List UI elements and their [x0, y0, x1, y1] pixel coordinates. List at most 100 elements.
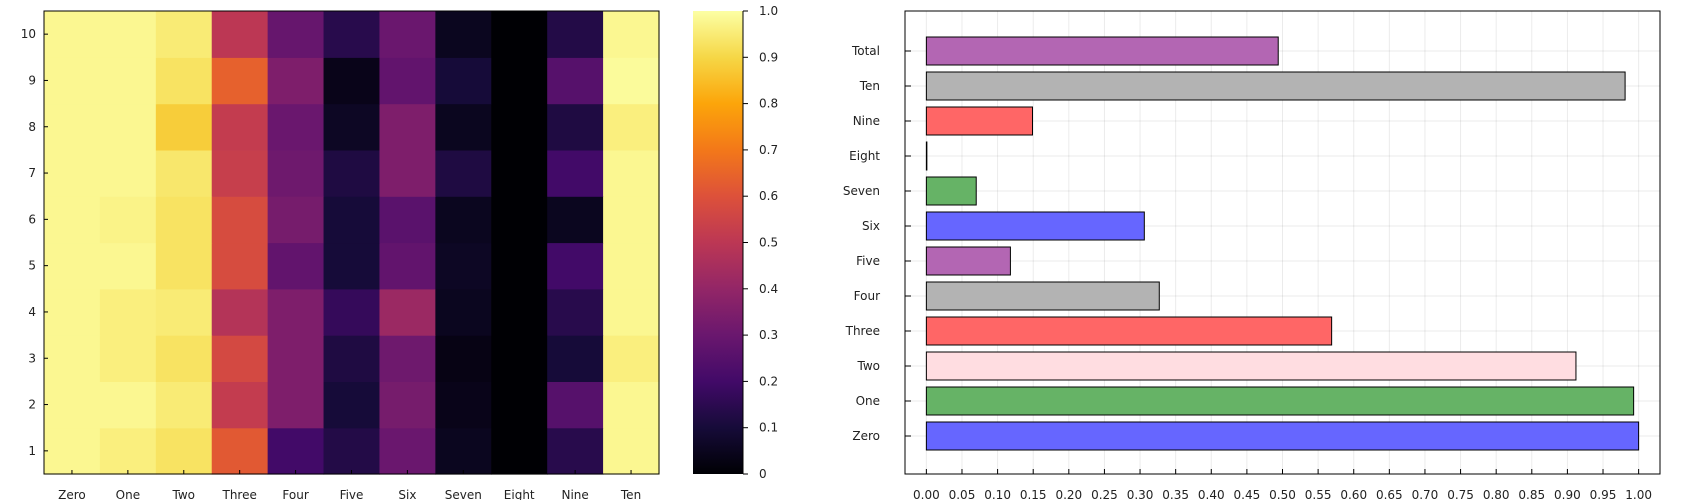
heatmap-cell: [547, 427, 604, 475]
heatmap-cell: [435, 242, 492, 290]
bar: [925, 351, 1577, 381]
colorbar-tick-label: 0.3: [759, 328, 778, 342]
heatmap-cell: [379, 288, 436, 336]
heatmap-cell: [99, 381, 157, 429]
heatmap-cell: [603, 242, 660, 290]
colorbar-tick-label: 0.7: [759, 143, 778, 157]
heatmap-cell: [323, 11, 381, 58]
heatmap-cell: [155, 149, 213, 197]
bar-x-tick-label: 0.00: [913, 488, 940, 500]
heatmap-cell: [323, 57, 381, 105]
heatmap-cell: [435, 427, 492, 475]
heatmap-cell: [211, 11, 269, 58]
heatmap-cell: [211, 103, 269, 151]
heatmap-y-tick-label: 3: [28, 351, 36, 365]
heatmap-cell: [44, 57, 101, 105]
heatmap-cell: [379, 427, 436, 475]
heatmap-cell: [491, 11, 548, 58]
heatmap-cell: [491, 427, 548, 475]
bar-x-tick-label: 0.45: [1234, 488, 1261, 500]
heatmap-cell: [267, 242, 325, 290]
heatmap-cell: [323, 335, 381, 382]
bar-x-tick-label: 0.70: [1412, 488, 1439, 500]
bar-x-tick-label: 0.95: [1590, 488, 1617, 500]
heatmap-cell: [435, 149, 492, 197]
heatmap-cell: [491, 103, 548, 151]
colorbar-tick-label: 0.2: [759, 374, 778, 388]
heatmap-cell: [99, 242, 157, 290]
heatmap-cell: [603, 149, 660, 197]
heatmap-cell: [491, 196, 548, 244]
bar-y-tick-label: Nine: [853, 114, 880, 128]
bar-x-tick-label: 0.05: [949, 488, 976, 500]
heatmap-cell: [435, 335, 492, 382]
heatmap-cell: [211, 288, 269, 336]
heatmap-cell: [379, 196, 436, 244]
bar: [925, 36, 1279, 66]
heatmap-cell: [547, 288, 604, 336]
heatmap-cell: [211, 242, 269, 290]
heatmap-cell: [435, 11, 492, 58]
bar-y-tick-label: Total: [851, 44, 880, 58]
bar-y-tick-label: Ten: [859, 79, 880, 93]
bar: [925, 106, 1033, 136]
heatmap-cell: [44, 427, 101, 475]
heatmap-y-tick-label: 1: [28, 444, 36, 458]
heatmap-cell: [491, 149, 548, 197]
bar-x-tick-label: 0.55: [1305, 488, 1332, 500]
heatmap-cell: [323, 288, 381, 336]
bar-x-tick-label: 0.30: [1127, 488, 1154, 500]
heatmap-cell: [379, 335, 436, 382]
heatmap-cell: [435, 196, 492, 244]
heatmap-y-tick-label: 10: [21, 27, 36, 41]
heatmap-y-tick-label: 8: [28, 120, 36, 134]
heatmap-cell: [547, 196, 604, 244]
heatmap-cell: [44, 288, 101, 336]
heatmap-y-tick-label: 5: [28, 259, 36, 273]
heatmap-cell: [99, 149, 157, 197]
heatmap-cell: [547, 149, 604, 197]
heatmap-cell: [323, 149, 381, 197]
bar: [925, 246, 1011, 276]
heatmap-cell: [155, 242, 213, 290]
heatmap-cell: [379, 149, 436, 197]
heatmap-cell: [267, 57, 325, 105]
bar-y-tick-label: Six: [862, 219, 880, 233]
heatmap-y-tick-label: 4: [28, 305, 36, 319]
heatmap-cell: [547, 57, 604, 105]
bar-y-tick-label: Five: [856, 254, 880, 268]
heatmap-cell: [44, 11, 101, 58]
bar: [925, 211, 1145, 241]
colorbar-panel: 0 0.1 0.2 0.3 0.4 0.5 0.6 0.7 0.8 0.9 1.0: [693, 4, 778, 481]
colorbar-tick-label: 0: [759, 467, 767, 481]
heatmap-cell: [99, 57, 157, 105]
heatmap-cell: [44, 335, 101, 382]
heatmap-cell: [267, 103, 325, 151]
heatmap-cell: [491, 335, 548, 382]
heatmap-cell: [603, 57, 660, 105]
colorbar-tick-label: 1.0: [759, 4, 778, 18]
heatmap-cell: [267, 149, 325, 197]
bar-x-tick-label: 0.15: [1020, 488, 1047, 500]
bar-x-tick-label: 0.35: [1162, 488, 1189, 500]
heatmap-y-tick-label: 2: [28, 398, 36, 412]
heatmap-cell: [155, 381, 213, 429]
colorbar-tick-label: 0.4: [759, 282, 778, 296]
bar-x-tick-label: 0.10: [984, 488, 1011, 500]
heatmap-y-tick-label: 6: [28, 212, 36, 226]
heatmap-cell: [155, 57, 213, 105]
bar-y-tick-label: Four: [854, 289, 880, 303]
bar-chart-panel: Zero One Two Three Four Five Six Seven Eight Nine…: [843, 10, 1661, 500]
heatmap-cell: [211, 57, 269, 105]
heatmap-cell: [267, 11, 325, 58]
heatmap-cell: [211, 149, 269, 197]
heatmap-cell: [435, 381, 492, 429]
heatmap-cell: [99, 427, 157, 475]
heatmap-cell: [323, 196, 381, 244]
bar: [925, 141, 928, 171]
heatmap-cell: [155, 11, 213, 58]
colorbar-tick-label: 0.6: [759, 189, 778, 203]
heatmap-y-tick-label: 7: [28, 166, 36, 180]
heatmap-cell: [99, 11, 157, 58]
